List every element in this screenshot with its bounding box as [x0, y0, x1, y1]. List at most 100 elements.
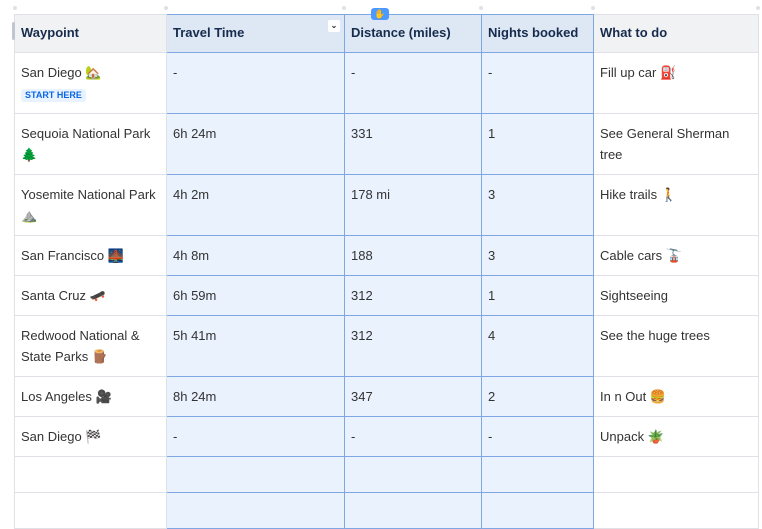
cell-text: 178 mi [351, 187, 391, 202]
cell-time[interactable]: - [166, 416, 345, 457]
cell-waypoint[interactable]: San Francisco 🌉 [14, 235, 167, 276]
cell-text: Unpack 🪴 [600, 429, 664, 444]
cell-waypoint[interactable]: San Diego 🏁 [14, 416, 167, 457]
cell-todo[interactable] [593, 492, 759, 529]
column-insert-dot[interactable] [756, 6, 760, 10]
cell-waypoint[interactable]: Sequoia National Park 🌲 [14, 113, 167, 175]
header-label: Travel Time [173, 25, 245, 40]
cell-text: 331 [351, 126, 373, 141]
cell-text: - [173, 65, 178, 80]
cell-todo[interactable]: In n Out 🍔 [593, 376, 759, 417]
cell-todo[interactable]: See General Sherman tree [593, 113, 759, 175]
column-insert-dot[interactable] [591, 6, 595, 10]
cell-text: - [488, 65, 493, 80]
cell-distance[interactable]: 188 [344, 235, 482, 276]
column-insert-dot[interactable] [164, 6, 168, 10]
cell-distance[interactable]: 347 [344, 376, 482, 417]
cell-text: - [351, 429, 356, 444]
cell-nights[interactable] [481, 492, 594, 529]
cell-time[interactable] [166, 492, 345, 529]
cell-todo[interactable]: Unpack 🪴 [593, 416, 759, 457]
cell-waypoint[interactable]: Redwood National & State Parks 🪵 [14, 315, 167, 377]
cell-text: 347 [351, 389, 373, 404]
cell-nights[interactable]: - [481, 416, 594, 457]
cell-waypoint[interactable] [14, 456, 167, 493]
header-waypoint[interactable]: Waypoint [14, 14, 167, 53]
header-travel-time[interactable]: Travel Time ⌄ [166, 14, 345, 53]
cell-nights[interactable]: 3 [481, 235, 594, 276]
cell-waypoint[interactable]: Santa Cruz 🛹 [14, 275, 167, 316]
table-row: San Francisco 🌉 4h 8m 188 3 Cable cars 🚡 [14, 235, 759, 276]
cell-nights[interactable]: 1 [481, 275, 594, 316]
table-row: Los Angeles 🎥 8h 24m 347 2 In n Out 🍔 [14, 376, 759, 417]
cell-distance[interactable]: 312 [344, 315, 482, 377]
cell-distance[interactable]: 331 [344, 113, 482, 175]
cell-nights[interactable]: 1 [481, 113, 594, 175]
cell-time[interactable]: 8h 24m [166, 376, 345, 417]
cell-text: San Diego 🏁 [21, 429, 102, 444]
cell-text: 4h 2m [173, 187, 210, 202]
cell-distance[interactable]: 178 mi [344, 174, 482, 236]
cell-text: 6h 59m [173, 288, 217, 303]
cell-todo[interactable]: Hike trails 🚶 [593, 174, 759, 236]
cell-nights[interactable]: 3 [481, 174, 594, 236]
cell-todo[interactable]: Cable cars 🚡 [593, 235, 759, 276]
row-drag-handle[interactable] [12, 22, 15, 40]
cell-distance[interactable] [344, 492, 482, 529]
cell-time[interactable]: 4h 8m [166, 235, 345, 276]
cell-time[interactable]: 5h 41m [166, 315, 345, 377]
cell-waypoint[interactable]: Los Angeles 🎥 [14, 376, 167, 417]
cell-nights[interactable] [481, 456, 594, 493]
cell-todo[interactable] [593, 456, 759, 493]
cell-waypoint[interactable]: San Diego 🏡 START HERE [14, 52, 167, 114]
cell-time[interactable]: 6h 59m [166, 275, 345, 316]
cell-text: 2 [488, 389, 496, 404]
cell-text: In n Out 🍔 [600, 389, 667, 404]
cell-waypoint[interactable]: Yosemite National Park ⛰️ [14, 174, 167, 236]
cell-time[interactable]: 4h 2m [166, 174, 345, 236]
cell-distance[interactable]: 312 [344, 275, 482, 316]
table-row: San Diego 🏡 START HERE - - - Fill up car ⛽ [14, 52, 759, 114]
table-row [14, 456, 759, 493]
cell-time[interactable]: - [166, 52, 345, 114]
header-distance[interactable]: Distance (miles) [344, 14, 482, 53]
trip-table: Waypoint Travel Time ⌄ Distance (miles) N… [14, 14, 759, 529]
cell-todo[interactable]: Sightseeing [593, 275, 759, 316]
column-insert-dot[interactable] [342, 6, 346, 10]
cell-text: 5h 41m [173, 328, 217, 343]
cell-text: 3 [488, 248, 496, 263]
table-row: San Diego 🏁 - - - Unpack 🪴 [14, 416, 759, 457]
cell-text: 1 [488, 288, 496, 303]
cell-text: - [351, 65, 356, 80]
cell-distance[interactable]: - [344, 416, 482, 457]
cell-time[interactable]: 6h 24m [166, 113, 345, 175]
cell-text: 3 [488, 187, 496, 202]
header-row: Waypoint Travel Time ⌄ Distance (miles) N… [14, 14, 759, 53]
cell-distance[interactable]: - [344, 52, 482, 114]
column-insert-dot[interactable] [13, 6, 17, 10]
column-insert-dot[interactable] [479, 6, 483, 10]
cell-text: 8h 24m [173, 389, 217, 404]
header-nights[interactable]: Nights booked [481, 14, 594, 53]
table-row: Santa Cruz 🛹 6h 59m 312 1 Sightseeing [14, 275, 759, 316]
cell-text: San Francisco 🌉 [21, 248, 124, 263]
cell-nights[interactable]: 2 [481, 376, 594, 417]
cell-distance[interactable] [344, 456, 482, 493]
chevron-down-icon[interactable]: ⌄ [328, 20, 340, 32]
cell-text: 312 [351, 288, 373, 303]
status-badge: START HERE [21, 89, 86, 102]
header-what-to-do[interactable]: What to do [593, 14, 759, 53]
cell-text: 312 [351, 328, 373, 343]
cell-todo[interactable]: Fill up car ⛽ [593, 52, 759, 114]
cell-nights[interactable]: - [481, 52, 594, 114]
cell-todo[interactable]: See the huge trees [593, 315, 759, 377]
cell-text: 188 [351, 248, 373, 263]
cell-text: San Diego 🏡 [21, 65, 102, 80]
cell-text: Los Angeles 🎥 [21, 389, 112, 404]
cell-waypoint[interactable] [14, 492, 167, 529]
cell-text: Cable cars 🚡 [600, 248, 682, 263]
cell-time[interactable] [166, 456, 345, 493]
table-row [14, 492, 759, 529]
column-drag-handle-icon[interactable]: ✋ [371, 8, 389, 20]
cell-nights[interactable]: 4 [481, 315, 594, 377]
